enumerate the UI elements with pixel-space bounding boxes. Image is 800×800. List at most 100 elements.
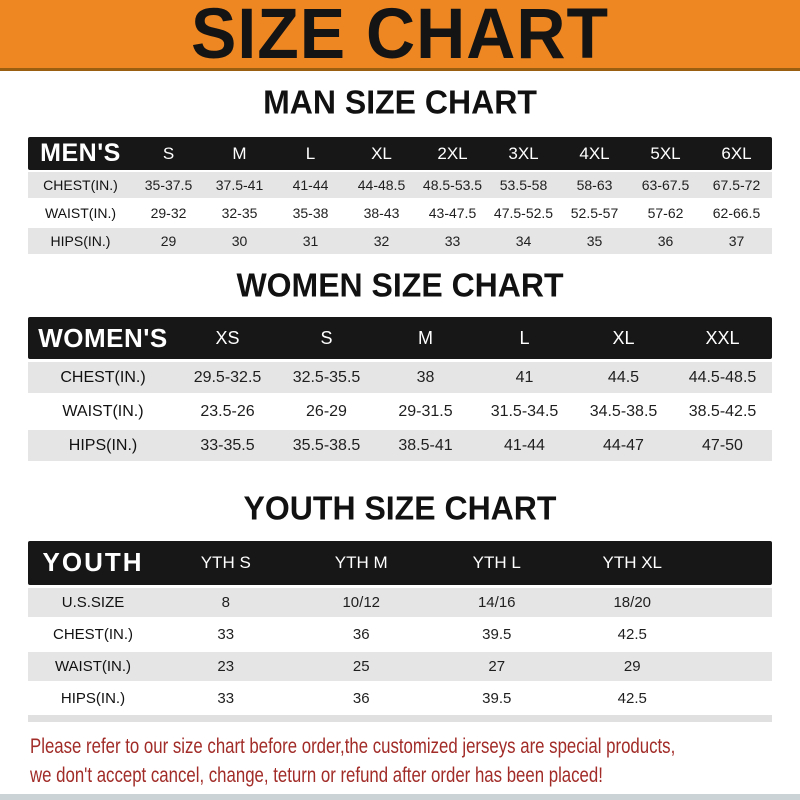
size-cell: 41 (515, 368, 534, 386)
size-cell: 32 (373, 233, 390, 250)
size-cell: 23 (217, 657, 235, 675)
size-cell: 39.5 (482, 689, 512, 707)
size-cell: 36 (352, 625, 370, 643)
size-cell: 35 (586, 233, 603, 250)
row-header: CHEST(IN.) (53, 625, 133, 643)
size-column-header: 3XL (508, 143, 539, 163)
size-cell: 27 (488, 657, 506, 675)
size-cell: 32-35 (221, 205, 258, 222)
size-column-header: 5XL (650, 143, 681, 163)
table-header-row: YOUTH YTH S YTH M YTH L YTH XL (28, 540, 772, 585)
size-cell: 30 (231, 233, 248, 250)
size-cell: 41-44 (504, 436, 545, 454)
size-cell: 35.5-38.5 (292, 436, 361, 454)
page-bottom-strip (0, 794, 800, 800)
size-column-header: S (320, 327, 333, 348)
disclaimer-line-2: we don't accept cancel, change, teturn o… (30, 763, 603, 787)
youth-table-bottom-strip (28, 714, 772, 722)
table-row: HIPS(IN.) 29 30 31 32 33 34 35 36 37 (28, 228, 772, 255)
table-row: U.S.SIZE 8 10/12 14/16 18/20 (28, 587, 772, 617)
size-cell: 53.5-58 (499, 177, 548, 194)
youth-section-heading: YOUTH SIZE CHART (243, 489, 557, 528)
size-cell: 36 (352, 689, 370, 707)
size-cell: 37 (728, 233, 745, 250)
men-size-table: MEN'S S M L XL 2XL 3XL 4XL 5XL 6XL CHEST(IN.) 35-37… (28, 137, 772, 255)
size-cell: 43-47.5 (428, 205, 477, 222)
row-header: HIPS(IN.) (60, 689, 126, 707)
women-size-table: WOMEN'S XS S M L XL XXL CHEST(IN.) 29.5-32.5 32.5… (28, 317, 772, 462)
size-cell: 31.5-34.5 (490, 402, 559, 420)
size-cell: 47.5-52.5 (493, 205, 554, 222)
size-cell: 44-48.5 (357, 177, 406, 194)
youth-size-section: YOUTH SIZE CHART YOUTH YTH S YTH M YTH L YTH… (0, 489, 800, 722)
size-cell: 14/16 (477, 593, 516, 611)
table-row: WAIST(IN.) 29-32 32-35 35-38 38-43 43-47.5 47.… (28, 200, 772, 227)
size-cell: 34.5-38.5 (589, 402, 658, 420)
size-cell: 57-62 (647, 205, 684, 222)
size-cell: 10/12 (342, 593, 381, 611)
row-header: CHEST(IN.) (60, 368, 146, 386)
page-title: SIZE CHART (191, 0, 609, 74)
size-column-header: XL (612, 327, 635, 348)
size-cell: 34 (515, 233, 532, 250)
table-corner-label: MEN'S (40, 139, 121, 168)
disclaimer-note: Please refer to our size chart before or… (30, 732, 800, 790)
size-cell: 58-63 (576, 177, 613, 194)
row-header: U.S.SIZE (61, 593, 125, 611)
youth-size-table: YOUTH YTH S YTH M YTH L YTH XL U.S.SIZE 8 10/12… (28, 540, 772, 713)
table-header-row: MEN'S S M L XL 2XL 3XL 4XL 5XL 6XL (28, 137, 772, 171)
size-chart-banner: SIZE CHART (0, 0, 800, 71)
size-column-header: YTH S (200, 552, 251, 572)
table-row: HIPS(IN.) 33-35.5 35.5-38.5 38.5-41 41-44 44-… (28, 430, 772, 462)
men-section-heading: MAN SIZE CHART (263, 83, 537, 121)
size-column-header: 6XL (721, 143, 752, 163)
size-cell: 67.5-72 (712, 177, 761, 194)
size-cell: 35-37.5 (144, 177, 193, 194)
table-row: CHEST(IN.) 33 36 39.5 42.5 (28, 619, 772, 649)
table-header-row: WOMEN'S XS S M L XL XXL (28, 317, 772, 360)
size-cell: 29-31.5 (398, 402, 453, 420)
size-cell: 38.5-41 (398, 436, 453, 454)
size-cell: 47-50 (702, 436, 743, 454)
size-cell: 42.5 (617, 689, 647, 707)
row-header: HIPS(IN.) (50, 233, 111, 250)
table-row: HIPS(IN.) 33 36 39.5 42.5 (28, 683, 772, 713)
size-cell: 62-66.5 (712, 205, 761, 222)
women-size-section: WOMEN SIZE CHART WOMEN'S XS S M L XL XXL CHEST(… (0, 266, 800, 462)
size-column-header: XL (371, 143, 392, 163)
table-row: CHEST(IN.) 29.5-32.5 32.5-35.5 38 41 44.5 44.5… (28, 362, 772, 394)
row-header: CHEST(IN.) (43, 177, 118, 194)
size-cell: 32.5-35.5 (292, 368, 361, 386)
size-cell: 38.5-42.5 (688, 402, 757, 420)
row-header: WAIST(IN.) (54, 657, 132, 675)
size-column-header: M (418, 327, 433, 348)
size-column-header: M (232, 143, 247, 163)
size-column-header: L (305, 143, 316, 163)
size-cell: 44.5 (607, 368, 640, 386)
size-cell: 26-29 (306, 402, 347, 420)
size-cell: 44.5-48.5 (688, 368, 757, 386)
table-row: CHEST(IN.) 35-37.5 37.5-41 41-44 44-48.5 48.5… (28, 172, 772, 199)
size-column-header: 4XL (579, 143, 610, 163)
size-column-header: S (162, 143, 175, 163)
size-cell: 39.5 (482, 625, 512, 643)
size-cell: 33 (444, 233, 461, 250)
women-section-heading: WOMEN SIZE CHART (236, 266, 564, 305)
size-cell: 31 (302, 233, 319, 250)
table-corner-label: YOUTH (42, 547, 144, 578)
size-cell: 44-47 (603, 436, 644, 454)
size-column-header: L (519, 327, 530, 348)
size-cell: 36 (657, 233, 674, 250)
size-cell: 23.5-26 (200, 402, 255, 420)
size-cell: 29.5-32.5 (193, 368, 262, 386)
men-size-section: MAN SIZE CHART MEN'S S M L XL 2XL 3XL 4XL 5XL 6XL… (0, 83, 800, 255)
table-row: WAIST(IN.) 23 25 27 29 (28, 651, 772, 681)
size-cell: 18/20 (613, 593, 652, 611)
size-cell: 63-67.5 (641, 177, 690, 194)
size-cell: 42.5 (617, 625, 647, 643)
row-header: WAIST(IN.) (44, 205, 117, 222)
size-cell: 38 (416, 368, 435, 386)
size-column-header: YTH XL (602, 552, 663, 572)
size-cell: 35-38 (292, 205, 329, 222)
size-cell: 29-32 (150, 205, 187, 222)
